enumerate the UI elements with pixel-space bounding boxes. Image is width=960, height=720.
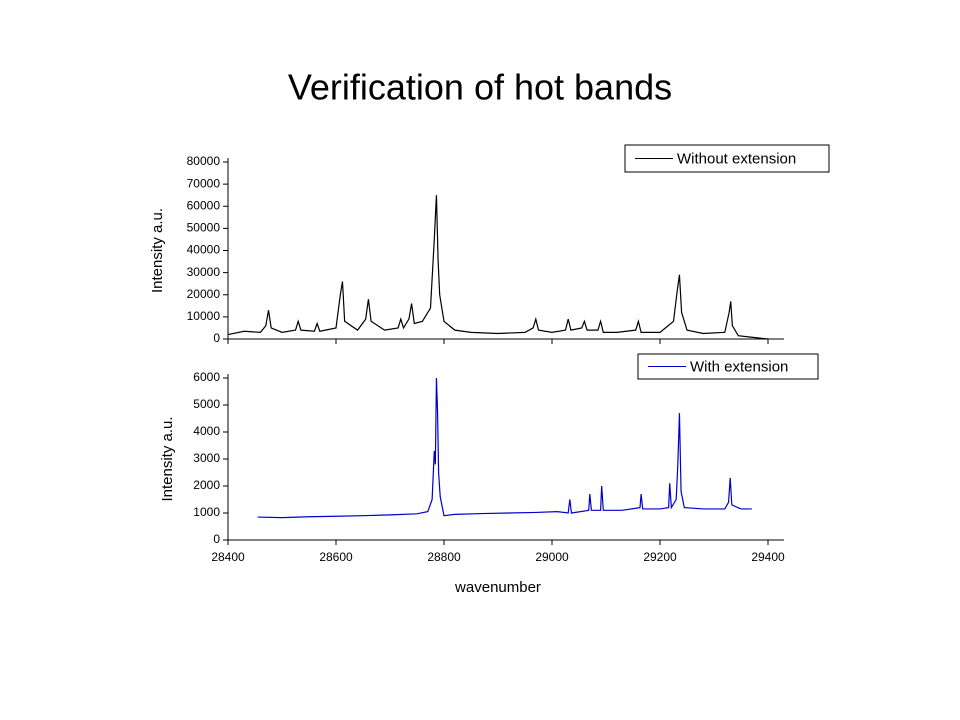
y-tick-label: 2000 xyxy=(193,478,220,492)
y-tick-label: 60000 xyxy=(187,198,221,212)
legend-label: With extension xyxy=(690,358,788,375)
y-axis-label: Intensity a.u. xyxy=(149,208,166,293)
y-tick-label: 40000 xyxy=(187,243,221,257)
x-tick-label: 28800 xyxy=(427,550,461,564)
y-axis-label: Intensity a.u. xyxy=(159,416,176,501)
x-tick-label: 28600 xyxy=(319,550,353,564)
x-tick-label: 28400 xyxy=(211,550,245,564)
y-tick-label: 5000 xyxy=(193,397,220,411)
y-tick-label: 70000 xyxy=(187,176,221,190)
y-tick-label: 50000 xyxy=(187,221,221,235)
y-tick-label: 1000 xyxy=(193,505,220,519)
y-tick-label: 4000 xyxy=(193,424,220,438)
x-tick-label: 29200 xyxy=(643,550,677,564)
y-tick-label: 80000 xyxy=(187,154,221,168)
y-tick-label: 30000 xyxy=(187,265,221,279)
y-tick-label: 6000 xyxy=(193,370,220,384)
y-tick-label: 0 xyxy=(213,532,220,546)
series-line xyxy=(227,195,769,340)
x-tick-label: 29400 xyxy=(751,550,785,564)
series-line xyxy=(257,377,752,519)
legend-label: Without extension xyxy=(677,150,796,167)
y-tick-label: 10000 xyxy=(187,309,221,323)
x-tick-label: 29000 xyxy=(535,550,569,564)
y-tick-label: 20000 xyxy=(187,287,221,301)
slide-title: Verification of hot bands xyxy=(288,67,672,108)
x-axis-label: wavenumber xyxy=(454,579,541,596)
y-tick-label: 3000 xyxy=(193,451,220,465)
y-tick-label: 0 xyxy=(213,331,220,345)
